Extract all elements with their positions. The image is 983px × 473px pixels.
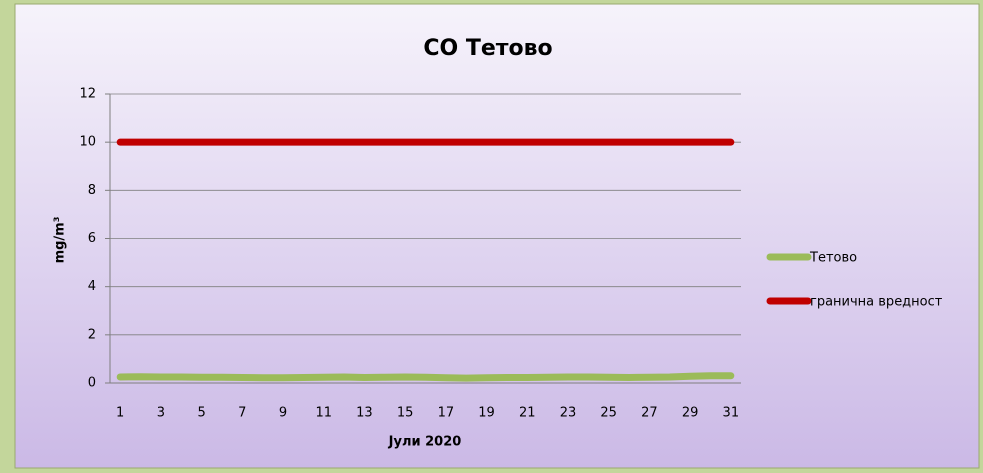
y-tick-label: 12 xyxy=(79,87,96,102)
x-tick-label: 21 xyxy=(519,406,536,421)
x-tick-label: 27 xyxy=(641,406,658,421)
x-tick-label: 9 xyxy=(279,406,287,421)
x-tick-label: 11 xyxy=(315,406,332,421)
y-tick-label: 4 xyxy=(88,279,96,294)
x-tick-label: 19 xyxy=(478,406,495,421)
x-tick-label: 25 xyxy=(600,406,617,421)
x-tick-label: 17 xyxy=(438,406,455,421)
series-line xyxy=(116,372,735,382)
y-axis-title: mg/m³ xyxy=(53,217,68,264)
y-tick-label: 10 xyxy=(79,135,96,150)
x-tick-label: 3 xyxy=(157,406,165,421)
x-tick-label: 15 xyxy=(397,406,414,421)
y-tick-label: 2 xyxy=(88,327,96,342)
y-tick-label: 6 xyxy=(88,231,96,246)
legend-label: гранична вредност xyxy=(810,295,943,310)
x-tick-label: 23 xyxy=(560,406,577,421)
x-axis-title: Јули 2020 xyxy=(388,435,462,450)
x-tick-label: 1 xyxy=(116,406,124,421)
x-tick-label: 29 xyxy=(682,406,699,421)
y-tick-label: 0 xyxy=(88,376,96,391)
x-tick-label: 7 xyxy=(238,406,246,421)
x-tick-label: 5 xyxy=(197,406,205,421)
chart-panel xyxy=(14,3,980,469)
chart-title: CO Тетово xyxy=(423,36,552,61)
x-tick-label: 13 xyxy=(356,406,373,421)
legend-label: Тетово xyxy=(809,251,857,266)
y-tick-label: 8 xyxy=(88,183,96,198)
x-tick-label: 31 xyxy=(723,406,740,421)
